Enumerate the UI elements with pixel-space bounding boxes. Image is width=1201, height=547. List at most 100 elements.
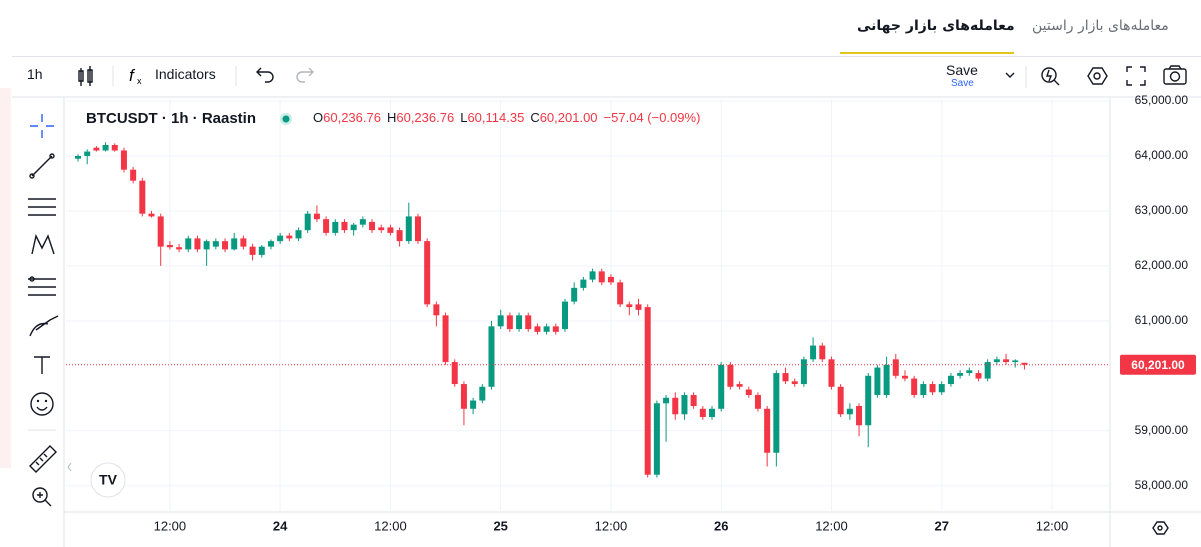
- tab-active[interactable]: معامله‌های بازار جهانی: [857, 18, 1015, 34]
- candle-body: [488, 326, 495, 387]
- projection-tool[interactable]: [28, 276, 56, 296]
- candle-body: [525, 315, 532, 330]
- interval-button[interactable]: 1h: [27, 66, 43, 82]
- indicators-button[interactable]: Indicators: [155, 66, 216, 82]
- candle-body: [865, 375, 872, 426]
- candle-body: [663, 397, 670, 404]
- y-tick-label: 59,000.00: [1135, 423, 1189, 437]
- candle-body: [745, 389, 752, 396]
- candle-body: [736, 384, 743, 387]
- candle-body: [828, 359, 835, 387]
- candle-body: [846, 408, 853, 415]
- candle-body: [598, 271, 605, 283]
- candle-body: [690, 395, 697, 407]
- pattern-tool[interactable]: [31, 233, 55, 255]
- settings-icon: [1093, 72, 1101, 80]
- save-button[interactable]: Save: [946, 62, 978, 78]
- candle-body: [957, 373, 964, 376]
- candle-body: [304, 213, 311, 231]
- ruler-tool[interactable]: [29, 445, 57, 473]
- candle-body: [387, 227, 394, 233]
- redo-icon[interactable]: [296, 67, 314, 83]
- fullscreen-icon[interactable]: [1126, 66, 1146, 86]
- x-tick-label: 25: [493, 518, 507, 533]
- candle-body: [479, 386, 486, 401]
- ohlc-legend: O60,236.76 H60,236.76 L60,114.35 C60,201.00…: [313, 110, 700, 125]
- candle-body: [249, 246, 256, 255]
- candle-body: [773, 373, 780, 453]
- alert-icon[interactable]: [1041, 67, 1060, 86]
- brush-tool[interactable]: [29, 315, 59, 337]
- candle-body: [810, 345, 817, 360]
- y-tick-label: 62,000.00: [1135, 258, 1189, 272]
- candle-body: [672, 397, 679, 415]
- candle-body: [212, 241, 219, 247]
- status-dot: [282, 115, 290, 123]
- legend-change: −57.04 (−0.09%): [604, 110, 701, 125]
- candle-body: [589, 271, 596, 280]
- candle-body: [617, 282, 624, 305]
- candle-body: [947, 375, 954, 385]
- crosshair-tool[interactable]: [30, 114, 54, 138]
- x-tick-label: 27: [935, 518, 949, 533]
- emoji-tool[interactable]: [30, 392, 54, 416]
- candle-body: [369, 221, 376, 231]
- legend-key: C: [530, 110, 539, 125]
- candle-body: [102, 144, 109, 151]
- candle-body: [93, 147, 100, 151]
- candle-body: [727, 364, 734, 387]
- candle-body: [506, 315, 513, 330]
- tab[interactable]: معامله‌های بازار راستین: [1032, 18, 1169, 34]
- candle-body: [993, 359, 1000, 363]
- x-tick-label: 12:00: [595, 518, 628, 533]
- x-tick-label: 24: [273, 518, 288, 533]
- legend-key: O: [313, 110, 323, 125]
- candle-body: [120, 150, 127, 170]
- tab-underline: [840, 52, 1014, 54]
- tv-logo: TV: [90, 462, 126, 498]
- candle-body: [709, 408, 716, 418]
- tab-bar: [12, 0, 1201, 57]
- candle-body: [644, 307, 651, 475]
- candle-body: [295, 230, 302, 239]
- candle-type-icon[interactable]: [78, 66, 93, 86]
- screenshot-icon[interactable]: [1163, 65, 1187, 85]
- settings-icon[interactable]: [1087, 67, 1108, 85]
- text-tool[interactable]: [34, 356, 50, 374]
- candle-body: [332, 221, 339, 233]
- candle-body: [341, 221, 348, 231]
- candle-body: [543, 326, 550, 332]
- undo-icon[interactable]: [256, 67, 274, 83]
- y-tick-label: 64,000.00: [1135, 148, 1189, 162]
- candle-body: [975, 373, 982, 379]
- candle-body: [571, 287, 578, 302]
- candle-body: [166, 244, 173, 248]
- y-tick-label: 58,000.00: [1135, 478, 1189, 492]
- collapse-icon[interactable]: [67, 462, 72, 472]
- fx-icon: f: [129, 66, 136, 85]
- x-tick-label: 12:00: [1036, 518, 1069, 533]
- candle-body: [396, 230, 403, 242]
- save-menu-icon[interactable]: [1005, 72, 1015, 78]
- zoom-tool[interactable]: [32, 487, 52, 507]
- y-tick-label: 65,000.00: [1135, 93, 1189, 107]
- candle-body: [240, 238, 247, 247]
- candle-body: [176, 247, 183, 250]
- candle-body: [966, 370, 973, 374]
- candle-body: [405, 216, 412, 242]
- trendline-tool[interactable]: [29, 153, 55, 179]
- candle-body: [222, 241, 229, 250]
- x-tick-label: 12:00: [154, 518, 187, 533]
- axis-settings-icon[interactable]: [1152, 521, 1169, 535]
- fib-tool[interactable]: [28, 198, 56, 216]
- candle-body: [194, 238, 201, 250]
- candle-body: [892, 359, 899, 376]
- candle-body: [111, 144, 118, 151]
- candle-body: [323, 219, 330, 233]
- candle-body: [442, 315, 449, 363]
- candle-body: [837, 386, 844, 415]
- x-tick-label: 12:00: [815, 518, 848, 533]
- legend-value: 60,236.76: [396, 110, 454, 125]
